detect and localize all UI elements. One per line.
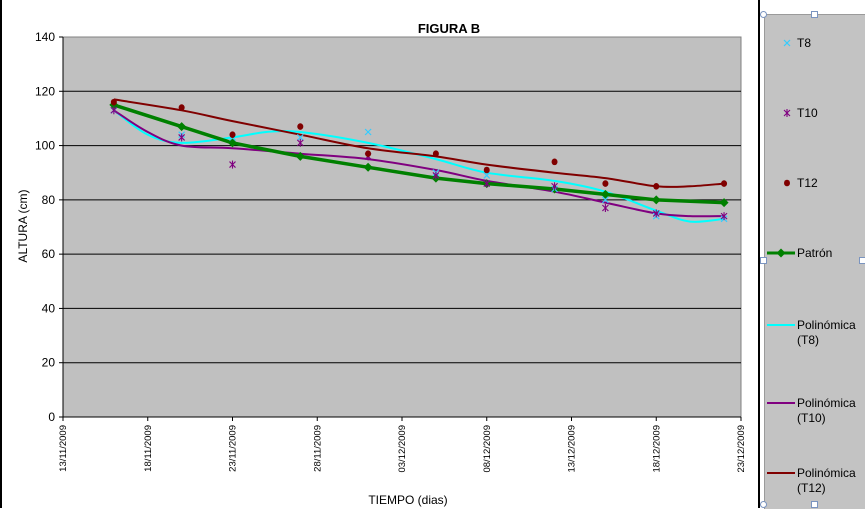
legend-swatch-t12 [784, 179, 790, 187]
point-patron-2 [228, 138, 237, 148]
point-patron-1 [177, 122, 187, 132]
legend-item-t10[interactable]: T10 [765, 93, 865, 133]
point-t10-6 [483, 179, 491, 188]
x-axis-label: TIEMPO (dias) [368, 493, 447, 507]
legend-marker-patron [776, 248, 786, 258]
chart-title: FIGURA B [418, 21, 480, 36]
point-t10-10 [720, 212, 728, 221]
point-t12-1 [178, 104, 185, 111]
x-tick-label-13-12-2009: 13/12/2009 [567, 425, 578, 473]
point-t12-0 [110, 98, 117, 106]
point-patron-3 [295, 151, 305, 161]
resize-handle-top[interactable] [811, 11, 818, 18]
legend-label-poly-t8: Polinómica (T8) [797, 318, 856, 347]
x-tick-label-13-11-2009: 13/11/2009 [58, 425, 69, 472]
point-t10-1 [178, 133, 186, 142]
legend-label-poly-t12: Polinómica (T12) [797, 466, 856, 495]
point-t12-9 [653, 182, 660, 190]
point-t8-8 [601, 196, 609, 204]
y-tick-label-120: 120 [35, 84, 55, 98]
x-tick-label-18-11-2009: 18/11/2009 [143, 425, 154, 472]
chart-area[interactable]: 0 20 40 60 80 100 120 140 13/11/2009 18/11/2009 23… [0, 0, 762, 508]
point-t10-7 [551, 182, 558, 191]
y-tick-label-100: 100 [35, 139, 55, 153]
legend-item-poly-t10[interactable]: Polinómica (T10) [765, 383, 865, 425]
y-tick-label-20: 20 [42, 356, 56, 370]
resize-handle-bottom-left[interactable] [760, 501, 767, 508]
frame-left-border [0, 0, 2, 508]
point-t8-3 [296, 134, 304, 141]
resize-handle-bottom[interactable] [811, 501, 818, 508]
y-tick-label-40: 40 [42, 301, 56, 315]
legend[interactable]: T8 T10 T12 Patrón Polinómica (T8) Polinó… [764, 14, 865, 509]
resize-handle-right[interactable] [859, 257, 865, 264]
point-patron-8 [600, 189, 610, 199]
legend-label-patron: Patrón [797, 246, 833, 260]
point-t12-4 [365, 150, 372, 158]
x-tick-label-28-11-2009: 28/11/2009 [312, 425, 323, 472]
legend-marker-t12 [784, 179, 790, 187]
resize-handle-top-left[interactable] [760, 11, 767, 18]
legend-swatch-t8 [783, 39, 791, 47]
x-tick-label-23-12-2009: 23/12/2009 [736, 425, 747, 473]
point-t12-6 [483, 166, 490, 174]
y-tick-label-0: 0 [48, 410, 55, 424]
x-tick-label-18-12-2009: 18/12/2009 [651, 425, 662, 473]
legend-label-t12: T12 [797, 176, 818, 190]
legend-swatch-poly-t8 [767, 324, 795, 326]
legend-item-patron[interactable]: Patrón [765, 233, 865, 273]
legend-label-poly-t10: Polinómica (T10) [797, 396, 856, 425]
point-t10-9 [652, 209, 660, 218]
legend-item-poly-t8[interactable]: Polinómica (T8) [765, 305, 865, 347]
point-t10-2 [229, 160, 236, 169]
legend-swatch-t10 [783, 109, 791, 117]
x-tick-label-08-12-2009: 08/12/2009 [482, 425, 493, 473]
plot-background [62, 36, 742, 418]
y-tick-label-80: 80 [42, 193, 56, 207]
point-t10-3 [296, 138, 304, 147]
x-tick-label-03-12-2009: 03/12/2009 [397, 425, 408, 473]
point-t10-0 [110, 106, 118, 115]
legend-label-t10: T10 [797, 106, 818, 120]
point-t8-6 [483, 172, 491, 179]
point-t12-5 [432, 150, 439, 158]
point-t12-10 [721, 180, 728, 187]
series-line-polinomica-t8 [113, 109, 725, 223]
point-t12-2 [229, 131, 236, 139]
x-tick-label-23-11-2009: 23/11/2009 [228, 425, 239, 472]
y-tick-label-60: 60 [42, 247, 56, 261]
point-t12-3 [297, 123, 304, 130]
point-t12-7 [551, 158, 558, 166]
point-t10-5 [432, 171, 440, 180]
legend-marker-t8 [783, 39, 791, 47]
frame-right-border [758, 0, 760, 508]
point-t8-4 [364, 128, 372, 136]
resize-handle-left[interactable] [760, 257, 767, 264]
legend-label-t8: T8 [797, 36, 812, 50]
point-patron-4 [363, 162, 373, 172]
point-t12-8 [602, 180, 609, 187]
legend-item-t8[interactable]: T8 [765, 23, 865, 63]
y-axis-label: ALTURA (cm) [16, 189, 30, 262]
y-tick-label-140: 140 [35, 30, 55, 44]
legend-item-t12[interactable]: T12 [765, 163, 865, 203]
chart-svg: 0 20 40 60 80 100 120 140 13/11/2009 18/11/2009 23… [16, 21, 747, 507]
point-t10-8 [602, 204, 609, 212]
legend-swatch-patron [767, 248, 795, 258]
legend-item-poly-t12[interactable]: Polinómica (T12) [765, 453, 865, 495]
point-patron-10 [719, 198, 729, 208]
point-patron-9 [651, 195, 661, 205]
legend-swatch-poly-t12 [767, 472, 795, 474]
legend-marker-t10 [783, 109, 791, 117]
legend-swatch-poly-t10 [767, 402, 795, 404]
